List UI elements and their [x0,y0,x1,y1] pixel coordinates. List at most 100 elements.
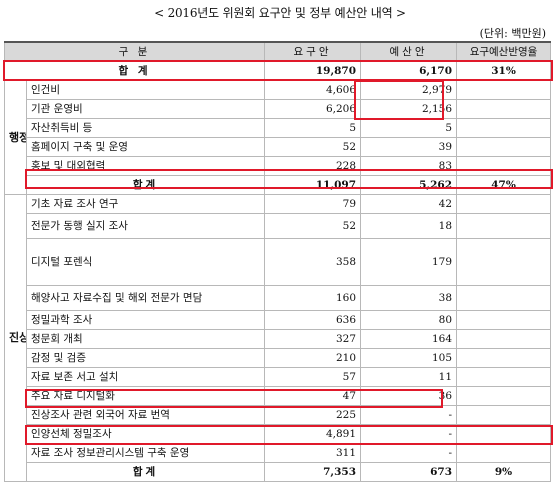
subtotal-ratio: 9% [456,462,552,482]
table-row: 홍보 및 대외협력 228 83 [5,156,552,176]
row-gov: 179 [360,238,458,286]
row-ratio [456,348,552,368]
header-row: 구 분 요구안 예산안 요구예산반영율 [3,41,552,62]
row-request: 79 [264,194,362,214]
header-ratio: 요구예산반영율 [456,41,552,62]
grand-total-gov: 6,170 [360,61,458,81]
row-ratio [456,238,552,286]
row-request: 57 [264,367,362,387]
row-request: 327 [264,329,362,349]
row-gov: - [360,424,458,444]
budget-table: 구 분 요구안 예산안 요구예산반영율 합 계 19,870 6,170 31%… [3,41,552,482]
row-request: 4,606 [264,80,362,100]
row-ratio [456,443,552,463]
row-gov: 39 [360,137,458,157]
subtotal-gov: 673 [360,462,458,482]
row-ratio [456,137,552,157]
row-request: 358 [264,238,362,286]
row-gov: 105 [360,348,458,368]
row-request: 6,206 [264,99,362,119]
row-ratio [456,310,552,330]
row-gov: 80 [360,310,458,330]
row-request: 52 [264,213,362,239]
row-item: 인양선체 정밀조사 [25,424,266,444]
table-row: 정밀과학 조사 636 80 [5,310,552,330]
subtotal-gov: 5,262 [360,175,458,195]
row-gov: 83 [360,156,458,176]
row-gov: 164 [360,329,458,349]
subtotal-row-admin: 합계 11,097 5,262 47% [5,175,552,195]
row-item: 디지털 포렌식 [25,238,266,286]
table-row: 행정지원실 인건비 4,606 2,979 [4,80,552,195]
row-request: 636 [264,310,362,330]
row-gov: 38 [360,285,458,311]
row-request: 225 [264,405,362,425]
table-row: 진상규명국 기초 자료 조사 연구 79 42 [4,194,552,482]
group-label-admin: 행정지원실 [4,80,27,195]
subtotal-ratio: 47% [456,175,552,195]
header-gov: 예산안 [360,41,458,62]
row-request: 5 [264,118,362,138]
row-request: 160 [264,285,362,311]
row-gov: 36 [360,386,458,406]
header-request: 요구안 [264,41,362,62]
row-item: 진상조사 관련 외국어 자료 번역 [25,405,266,425]
row-item: 자산취득비 등 [25,118,266,138]
row-ratio [456,99,552,119]
row-item: 정밀과학 조사 [25,310,266,330]
row-ratio [456,285,552,311]
subtotal-row-investigation: 합계 7,353 673 9% [5,462,552,482]
row-gov: 18 [360,213,458,239]
table-row: 디지털 포렌식 358 179 [5,238,552,286]
row-ratio [456,80,552,100]
header-category: 구 분 [3,41,266,62]
row-item: 자료 보존 서고 설치 [25,367,266,387]
unit-label: (단위: 백만원) [479,27,546,40]
subtotal-label: 합계 [25,175,266,195]
table-row: 자료 보존 서고 설치 57 11 [5,367,552,387]
row-request: 311 [264,443,362,463]
table-row: 인양선체 정밀조사 4,891 - [5,424,552,444]
row-request: 52 [264,137,362,157]
row-gov: 5 [360,118,458,138]
row-ratio [456,194,552,214]
row-ratio [456,386,552,406]
document-title: < 2016년도 위원회 요구안 및 정부 예산안 내역 > [154,6,406,20]
row-item: 해양사고 자료수집 및 해외 전문가 면담 [25,285,266,311]
row-request: 4,891 [264,424,362,444]
subtotal-label: 합계 [25,462,266,482]
row-gov: 2,979 [360,80,458,100]
table-row: 청문회 개최 327 164 [5,329,552,349]
subtotal-request: 7,353 [264,462,362,482]
table-row: 자산취득비 등 5 5 [5,118,552,138]
row-request: 210 [264,348,362,368]
grand-total-ratio: 31% [456,61,552,81]
subtotal-request: 11,097 [264,175,362,195]
row-gov: 2,156 [360,99,458,119]
row-ratio [456,367,552,387]
row-gov: - [360,405,458,425]
grand-total-label: 합 계 [3,61,266,81]
table-row: 해양사고 자료수집 및 해외 전문가 면담 160 38 [5,285,552,311]
table-row: 기관 운영비 6,206 2,156 [5,99,552,119]
table-row: 자료 조사 정보관리시스템 구축 운영 311 - [5,443,552,463]
row-ratio [456,156,552,176]
row-item: 청문회 개최 [25,329,266,349]
table-row: 홈페이지 구축 및 운영 52 39 [5,137,552,157]
row-item: 인건비 [25,80,266,100]
row-request: 47 [264,386,362,406]
row-item: 감정 및 검증 [25,348,266,368]
row-ratio [456,213,552,239]
table-row: 주요 자료 디지털화 47 36 [5,386,552,406]
row-ratio [456,405,552,425]
document-page: < 2016년도 위원회 요구안 및 정부 예산안 내역 > (단위: 백만원)… [3,6,553,482]
row-ratio [456,329,552,349]
group-label-investigation: 진상규명국 [4,194,27,482]
row-request: 228 [264,156,362,176]
row-item: 자료 조사 정보관리시스템 구축 운영 [25,443,266,463]
table-row: 감정 및 검증 210 105 [5,348,552,368]
row-gov: 42 [360,194,458,214]
row-item: 전문가 동행 실지 조사 [25,213,266,239]
row-ratio [456,118,552,138]
row-item: 기관 운영비 [25,99,266,119]
